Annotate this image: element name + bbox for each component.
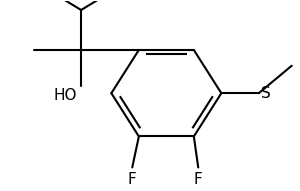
Text: HO: HO: [53, 88, 77, 103]
Text: S: S: [261, 86, 271, 101]
Text: F: F: [194, 172, 203, 187]
Text: F: F: [128, 172, 136, 187]
